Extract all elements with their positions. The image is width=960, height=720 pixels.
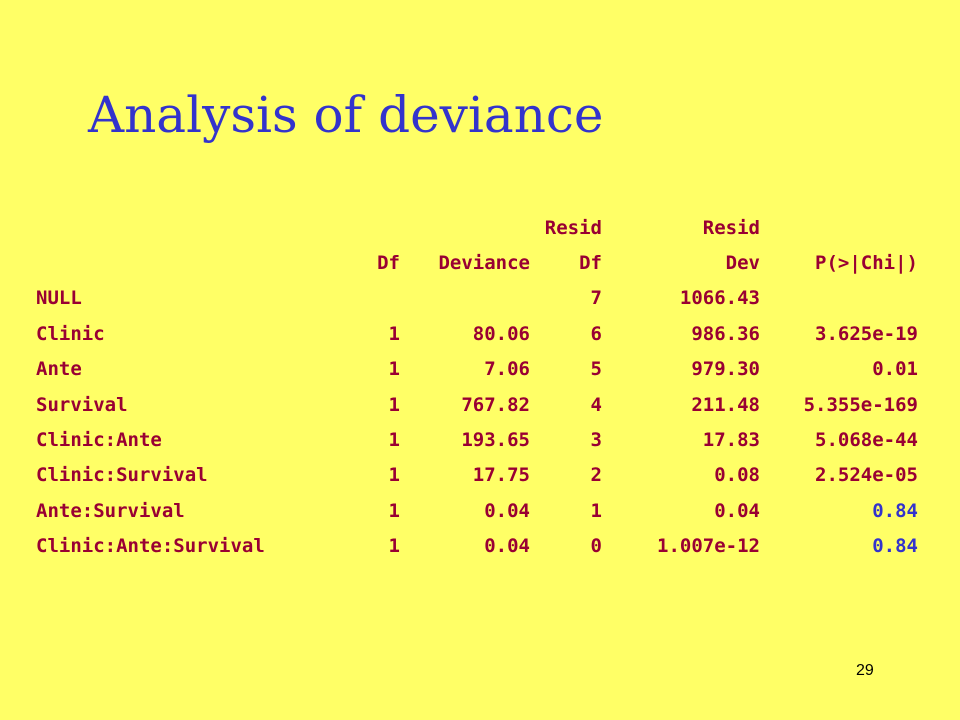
resid-df-cell: 2 xyxy=(590,464,602,487)
deviance-cell: 193.65 xyxy=(461,429,530,452)
term-cell: Ante xyxy=(36,358,82,381)
table-row: Survival 1 767.82 4 211.48 5.355e-169 xyxy=(36,387,918,422)
resid-df-cell: 4 xyxy=(590,393,602,416)
anova-table: Resid Resid Df Deviance Df Dev P(>|Chi|)… xyxy=(36,210,918,564)
slide-title: Analysis of deviance xyxy=(88,86,604,144)
df-cell: 1 xyxy=(388,499,400,522)
resid-dev-cell: 211.48 xyxy=(691,393,760,416)
table-row: Clinic:Ante:Survival 1 0.04 0 1.007e-12 … xyxy=(36,529,918,564)
deviance-cell: 0.04 xyxy=(484,535,530,558)
term-cell: Clinic xyxy=(36,322,105,345)
resid-dev-cell: 0.08 xyxy=(714,464,760,487)
df-cell: 1 xyxy=(388,464,400,487)
p-value-cell: 0.01 xyxy=(872,358,918,381)
df-cell: 1 xyxy=(388,429,400,452)
anova-table-body: NULL 7 1066.43 Clinic 1 80.06 6 986.36 3… xyxy=(36,281,918,564)
deviance-cell: 767.82 xyxy=(461,393,530,416)
resid-df-cell: 7 xyxy=(590,287,602,310)
header-resid-dev-top: Resid xyxy=(702,216,760,239)
header-deviance-blank xyxy=(400,210,530,245)
df-cell: 1 xyxy=(388,358,400,381)
resid-dev-cell: 1.007e-12 xyxy=(657,535,760,558)
p-value-cell: 2.524e-05 xyxy=(815,464,918,487)
resid-df-cell: 5 xyxy=(590,358,602,381)
header-row-resid: Resid Resid xyxy=(36,210,918,245)
table-row: Clinic 1 80.06 6 986.36 3.625e-19 xyxy=(36,316,918,351)
table-row: Clinic:Ante 1 193.65 3 17.83 5.068e-44 xyxy=(36,422,918,457)
p-value-cell xyxy=(760,281,918,316)
deviance-cell: 7.06 xyxy=(484,358,530,381)
term-cell: NULL xyxy=(36,287,82,310)
p-value-cell: 5.068e-44 xyxy=(815,429,918,452)
term-cell: Survival xyxy=(36,393,128,416)
page-number: 29 xyxy=(856,662,874,679)
header-p-value: P(>|Chi|) xyxy=(815,252,918,275)
header-df: Df xyxy=(377,252,400,275)
header-resid-df-top: Resid xyxy=(544,216,602,239)
term-cell: Clinic:Ante:Survival xyxy=(36,535,265,558)
table-row: NULL 7 1066.43 xyxy=(36,281,918,316)
header-resid-df: Df xyxy=(579,252,602,275)
resid-df-cell: 1 xyxy=(590,499,602,522)
header-term-blank xyxy=(36,210,342,245)
resid-dev-cell: 979.30 xyxy=(691,358,760,381)
p-value-cell-highlighted: 0.84 xyxy=(872,535,918,558)
df-cell: 1 xyxy=(388,322,400,345)
deviance-cell: 17.75 xyxy=(472,464,530,487)
resid-df-cell: 0 xyxy=(590,535,602,558)
header-row-columns: Df Deviance Df Dev P(>|Chi|) xyxy=(36,245,918,280)
p-value-cell: 5.355e-169 xyxy=(803,393,918,416)
header-p-blank xyxy=(760,210,918,245)
resid-dev-cell: 17.83 xyxy=(702,429,760,452)
header-term xyxy=(36,245,342,280)
deviance-cell: 80.06 xyxy=(472,322,530,345)
term-cell: Clinic:Ante xyxy=(36,429,162,452)
table-row: Clinic:Survival 1 17.75 2 0.08 2.524e-05 xyxy=(36,458,918,493)
df-cell: 1 xyxy=(388,393,400,416)
resid-df-cell: 3 xyxy=(590,429,602,452)
header-df-blank xyxy=(342,210,400,245)
p-value-cell: 3.625e-19 xyxy=(815,322,918,345)
resid-dev-cell: 0.04 xyxy=(714,499,760,522)
header-deviance: Deviance xyxy=(438,252,530,275)
term-cell: Clinic:Survival xyxy=(36,464,208,487)
df-cell xyxy=(342,281,400,316)
anova-table-header: Resid Resid Df Deviance Df Dev P(>|Chi|) xyxy=(36,210,918,281)
header-resid-dev: Dev xyxy=(725,252,760,275)
table-row: Ante 1 7.06 5 979.30 0.01 xyxy=(36,352,918,387)
resid-dev-cell: 986.36 xyxy=(691,322,760,345)
deviance-cell xyxy=(400,281,530,316)
deviance-cell: 0.04 xyxy=(484,499,530,522)
resid-dev-cell: 1066.43 xyxy=(679,287,760,310)
df-cell: 1 xyxy=(388,535,400,558)
table-row: Ante:Survival 1 0.04 1 0.04 0.84 xyxy=(36,493,918,528)
resid-df-cell: 6 xyxy=(590,322,602,345)
term-cell: Ante:Survival xyxy=(36,499,185,522)
p-value-cell-highlighted: 0.84 xyxy=(872,499,918,522)
